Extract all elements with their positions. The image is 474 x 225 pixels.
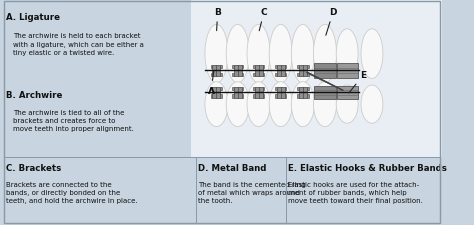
Bar [211,73,212,77]
Ellipse shape [336,30,358,79]
Bar [242,73,244,77]
Bar [191,1,441,157]
Bar [275,73,277,77]
Bar [253,73,255,77]
Bar [314,64,336,78]
Text: A. Ligature: A. Ligature [7,13,61,22]
Bar [212,65,220,77]
Bar [263,95,264,99]
Bar [285,73,286,77]
Ellipse shape [336,86,358,124]
Bar [212,88,220,98]
Text: D: D [326,8,337,36]
Bar [220,88,222,91]
Bar [285,88,286,91]
Bar [263,88,264,91]
Bar [232,65,234,69]
Text: B: B [214,8,221,32]
Bar [211,65,212,69]
Ellipse shape [247,25,270,83]
Bar [307,88,309,91]
Bar [255,65,263,77]
Bar [297,88,299,91]
Text: Elastic hooks are used for the attach-
ment of rubber bands, which help
move tee: Elastic hooks are used for the attach- m… [288,181,423,203]
Ellipse shape [361,30,383,79]
Bar [220,65,222,69]
Bar [253,95,255,99]
Bar [211,95,212,99]
Ellipse shape [269,25,292,83]
Bar [220,95,222,99]
Bar [232,73,234,77]
Bar [232,88,234,91]
Bar [297,65,299,69]
Ellipse shape [226,82,249,127]
Bar [253,88,255,91]
Ellipse shape [205,25,228,83]
Text: The band is the cemented ring
of metal which wraps around
the tooth.: The band is the cemented ring of metal w… [198,181,305,203]
Text: C: C [259,8,267,32]
Bar [337,64,358,78]
Ellipse shape [247,82,270,127]
Bar [307,95,309,99]
Bar [275,65,277,69]
Text: A: A [208,72,215,95]
Bar [242,88,244,91]
Bar [242,65,244,69]
Bar [253,65,255,69]
Text: D. Metal Band: D. Metal Band [198,163,266,172]
Bar [263,65,264,69]
Ellipse shape [292,82,314,127]
Text: E. Elastic Hooks & Rubber Bands: E. Elastic Hooks & Rubber Bands [288,163,447,172]
Text: Brackets are connected to the
bands, or directly bonded on the
teeth, and hold t: Brackets are connected to the bands, or … [7,181,138,203]
Bar [299,88,307,98]
Bar [255,88,263,98]
Bar [277,88,285,98]
Text: The archwire is held to each bracket
with a ligature, which can be either a
tiny: The archwire is held to each bracket wit… [13,33,144,56]
Bar [337,87,358,99]
Bar [307,73,309,77]
Ellipse shape [226,25,249,83]
Text: C. Brackets: C. Brackets [7,163,62,172]
Ellipse shape [313,82,337,127]
Bar [299,65,307,77]
Bar [275,95,277,99]
Ellipse shape [269,82,292,127]
Bar [285,95,286,99]
Text: B. Archwire: B. Archwire [7,90,63,99]
Bar [297,73,299,77]
Ellipse shape [292,25,314,83]
Bar [285,65,286,69]
Text: E: E [349,71,366,94]
Bar [220,73,222,77]
Bar [275,88,277,91]
Bar [263,73,264,77]
Bar [314,87,336,99]
Bar [297,95,299,99]
Ellipse shape [205,82,228,127]
Bar [307,65,309,69]
Bar [277,65,285,77]
Ellipse shape [313,25,337,83]
Bar [211,88,212,91]
Bar [234,65,242,77]
Ellipse shape [361,86,383,124]
Bar [242,95,244,99]
Bar [234,88,242,98]
Text: The archwire is tied to all of the
brackets and creates force to
move teeth into: The archwire is tied to all of the brack… [13,109,134,132]
Bar [232,95,234,99]
